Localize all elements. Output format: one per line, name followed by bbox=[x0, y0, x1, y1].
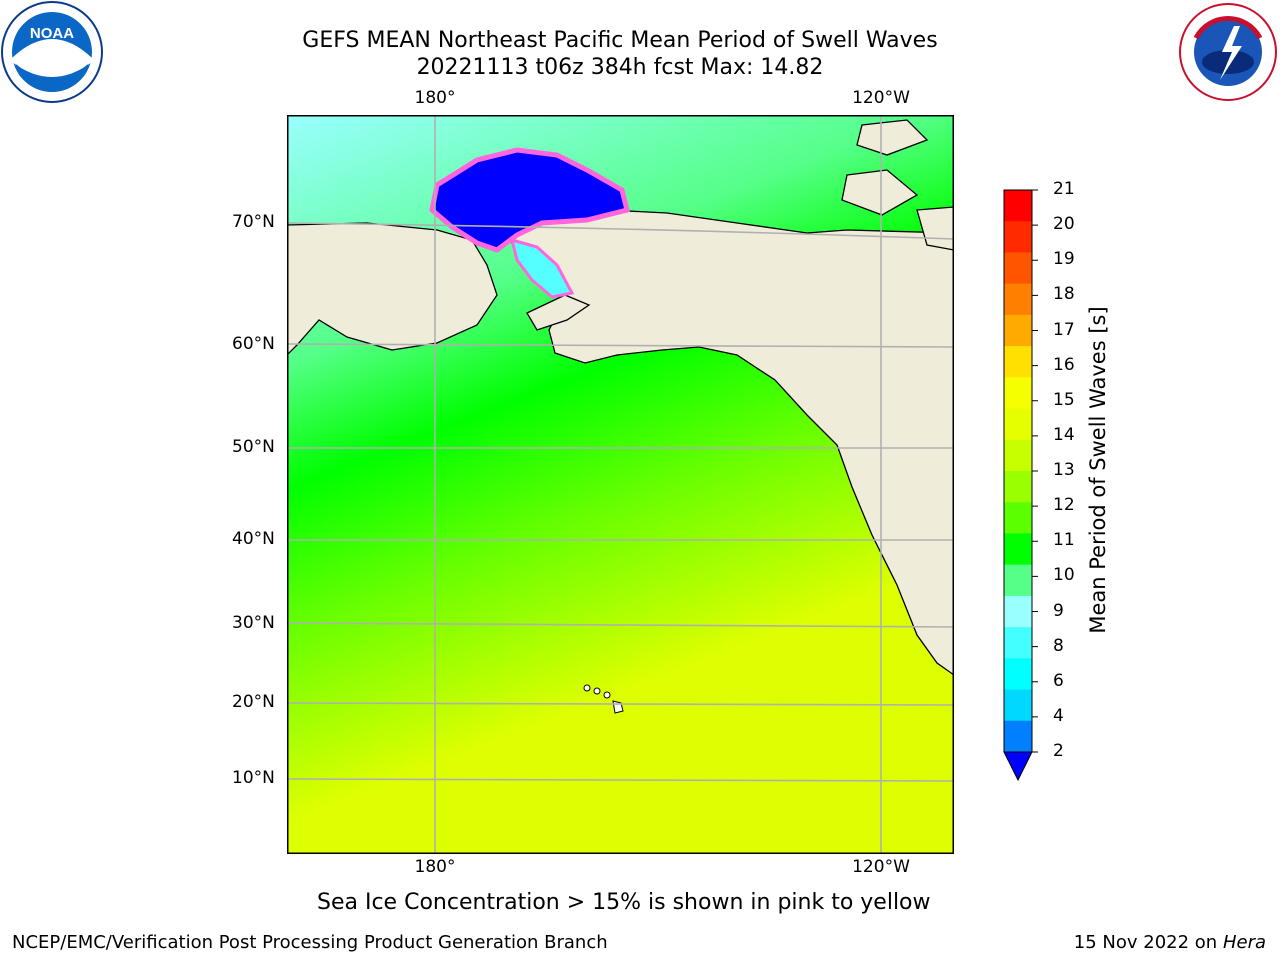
north-america-land bbox=[504, 208, 955, 677]
lat-label-20n: 20°N bbox=[232, 692, 275, 712]
lat-label-30n: 30°N bbox=[232, 613, 275, 633]
colorbar-tick-label: 11 bbox=[1053, 530, 1075, 551]
colorbar-segment bbox=[1004, 408, 1032, 441]
colorbar-tick-label: 4 bbox=[1053, 705, 1064, 726]
parallel-60n bbox=[286, 343, 955, 348]
colorbar-tick-label: 16 bbox=[1053, 354, 1075, 375]
footer-date: 15 Nov 2022 on Hera bbox=[1074, 932, 1266, 953]
colorbar-tick-label: 17 bbox=[1053, 319, 1075, 340]
map-frame[interactable] bbox=[286, 115, 955, 854]
colorbar-segment bbox=[1004, 564, 1032, 597]
chart-title: GEFS MEAN Northeast Pacific Mean Period … bbox=[302, 28, 938, 53]
sea-ice-arctic bbox=[429, 147, 631, 253]
colorbar-tick-label: 12 bbox=[1053, 495, 1075, 516]
lat-label-70n: 70°N bbox=[232, 212, 275, 232]
map-border bbox=[287, 115, 954, 854]
colorbar-segment bbox=[1004, 689, 1032, 722]
parallel-70n bbox=[286, 222, 955, 240]
lon-label-bottom-180: 180° bbox=[414, 857, 456, 877]
colorbar-segment bbox=[1004, 314, 1032, 347]
colorbar-tick-label: 13 bbox=[1053, 460, 1075, 480]
colorbar-segment bbox=[1004, 346, 1032, 378]
colorbar-tick-label: 14 bbox=[1053, 424, 1075, 445]
colorbar-tick-label: 18 bbox=[1053, 284, 1075, 305]
asia-land bbox=[286, 222, 498, 357]
colorbar-tick-label: 8 bbox=[1053, 635, 1064, 656]
lat-label-60n: 60°N bbox=[232, 334, 275, 354]
lon-label-top-180: 180° bbox=[414, 88, 456, 108]
colorbar-segment bbox=[1004, 221, 1032, 253]
parallel-30n bbox=[286, 622, 955, 628]
colorbar-tick-label: 6 bbox=[1053, 670, 1064, 691]
colorbar-tick-label: 2 bbox=[1053, 741, 1064, 761]
lon-label-top-120w: 120°W bbox=[852, 88, 910, 108]
colorbar-segment bbox=[1004, 720, 1032, 753]
colorbar-tick-label: 21 bbox=[1053, 179, 1075, 199]
colorbar-segment bbox=[1004, 471, 1032, 503]
footer-branch: NCEP/EMC/Verification Post Processing Pr… bbox=[12, 932, 608, 953]
parallel-20n bbox=[286, 702, 955, 706]
noaa-logo: NOAA bbox=[1, 1, 103, 103]
lat-label-10n: 10°N bbox=[232, 768, 275, 788]
alaska-peninsula bbox=[526, 294, 591, 331]
lon-label-bottom-120w: 120°W bbox=[852, 857, 910, 877]
colorbar-segment bbox=[1004, 190, 1032, 222]
lat-label-40n: 40°N bbox=[232, 529, 275, 549]
graticule bbox=[286, 115, 955, 854]
nws-logo bbox=[1179, 3, 1277, 101]
colorbar-segment bbox=[1004, 595, 1032, 628]
colorbar-tick-label: 9 bbox=[1053, 600, 1064, 621]
colorbar-segment bbox=[1004, 658, 1032, 691]
colorbar-tick-label: 19 bbox=[1053, 249, 1075, 270]
colorbar-tick-label: 10 bbox=[1053, 565, 1075, 586]
colorbar-segment bbox=[1004, 502, 1032, 534]
colorbar-segment bbox=[1004, 252, 1032, 285]
colorbar-segment bbox=[1004, 377, 1032, 410]
colorbar-extend-arrow bbox=[1003, 751, 1033, 782]
sea-ice-note: Sea Ice Concentration > 15% is shown in … bbox=[317, 890, 931, 915]
colorbar-tick-label: 20 bbox=[1053, 214, 1075, 235]
svg-text:NOAA: NOAA bbox=[30, 25, 74, 42]
colorbar-segment bbox=[1004, 533, 1032, 566]
arctic-island-1 bbox=[856, 119, 929, 156]
colorbar-label: Mean Period of Swell Waves [s] bbox=[1086, 306, 1110, 634]
footer-host: Hera bbox=[1222, 932, 1266, 953]
parallel-10n bbox=[286, 778, 955, 782]
sea-ice-strait bbox=[509, 237, 575, 299]
colorbar-segment bbox=[1004, 627, 1032, 659]
lat-label-50n: 50°N bbox=[232, 437, 275, 457]
chart-subtitle: 20221113 t06z 384h fcst Max: 14.82 bbox=[416, 55, 824, 80]
colorbar bbox=[1003, 189, 1038, 782]
colorbar-segment bbox=[1004, 283, 1032, 316]
footer-date-text: 15 Nov 2022 on bbox=[1073, 932, 1218, 953]
colorbar-segment bbox=[1004, 439, 1032, 472]
colorbar-tick-label: 15 bbox=[1053, 389, 1075, 410]
